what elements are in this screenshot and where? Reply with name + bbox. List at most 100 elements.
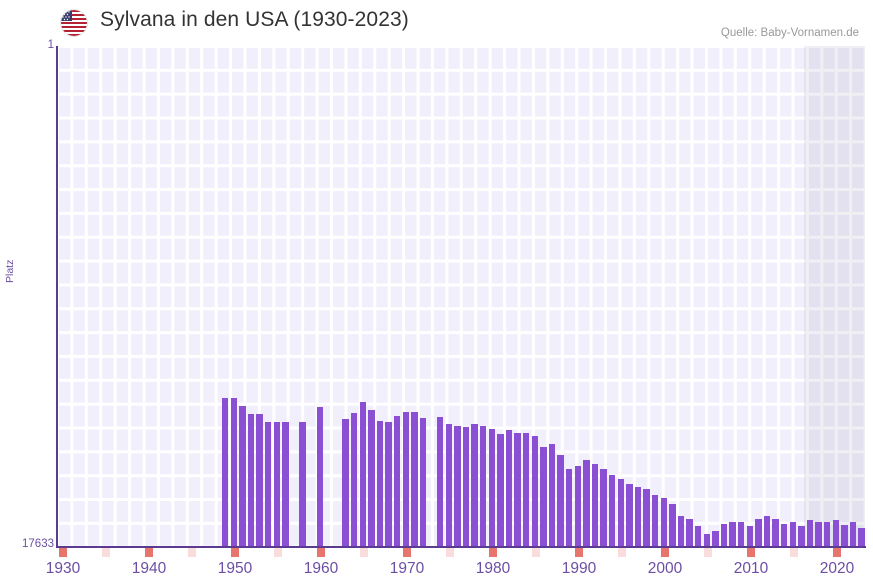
x-tick-1985 (532, 548, 540, 557)
x-axis-label-2000: 2000 (647, 560, 683, 577)
bar-1982[interactable] (505, 430, 513, 547)
y-axis-line (56, 46, 58, 548)
x-tick-2005 (704, 548, 712, 557)
chart-header: Sylvana in den USA (1930-2023) Quelle: B… (0, 0, 873, 46)
bar-1970[interactable] (402, 412, 409, 547)
bar-1953[interactable] (256, 414, 263, 547)
x-tick-1970 (403, 548, 411, 557)
bar-2008[interactable] (729, 522, 736, 547)
bar-2017[interactable] (806, 520, 814, 547)
bar-2007[interactable] (720, 524, 728, 547)
bar-2002[interactable] (677, 516, 685, 547)
bar-1989[interactable] (566, 469, 573, 547)
bar-1963[interactable] (342, 419, 349, 547)
bar-2023[interactable] (858, 528, 865, 547)
x-tick-1935 (102, 548, 110, 557)
bar-2001[interactable] (669, 504, 676, 547)
x-axis-label-1990: 1990 (561, 560, 597, 577)
bar-1985[interactable] (531, 436, 538, 547)
bar-2022[interactable] (849, 522, 857, 547)
bar-1960[interactable] (316, 407, 323, 547)
x-tick-1975 (446, 548, 454, 557)
x-tick-1950 (231, 548, 239, 557)
y-axis-top-label: 1 (47, 39, 54, 51)
x-axis-label-1950: 1950 (217, 560, 253, 577)
bar-1991[interactable] (583, 460, 590, 547)
bar-2006[interactable] (712, 531, 719, 547)
bar-1987[interactable] (548, 444, 556, 547)
bar-2016[interactable] (798, 526, 805, 547)
bar-1992[interactable] (591, 464, 599, 547)
us-flag-icon (61, 10, 87, 36)
bar-1974[interactable] (437, 417, 444, 547)
bar-1998[interactable] (643, 489, 650, 547)
bar-2015[interactable] (789, 522, 796, 547)
bar-1997[interactable] (634, 487, 642, 547)
bar-1965[interactable] (359, 402, 366, 547)
bar-2004[interactable] (695, 526, 702, 547)
x-tick-2010 (747, 548, 755, 557)
bar-1958[interactable] (299, 422, 306, 547)
y-axis-title: Platz (4, 259, 16, 283)
bar-1981[interactable] (497, 434, 504, 547)
bar-1990[interactable] (574, 466, 581, 547)
bar-2005[interactable] (703, 534, 710, 547)
bar-1954[interactable] (265, 422, 272, 547)
x-tick-1940 (145, 548, 153, 557)
bar-1988[interactable] (557, 455, 564, 547)
bar-1993[interactable] (600, 469, 607, 547)
bar-1968[interactable] (385, 422, 392, 547)
bar-2021[interactable] (841, 525, 848, 547)
x-tick-1980 (489, 548, 497, 557)
bar-2018[interactable] (815, 522, 822, 547)
bar-1975[interactable] (445, 424, 452, 547)
bar-1969[interactable] (394, 416, 401, 547)
x-tick-1990 (575, 548, 583, 557)
bar-2011[interactable] (755, 519, 762, 547)
bar-1980[interactable] (488, 429, 495, 547)
x-axis-label-1930: 1930 (45, 560, 81, 577)
bar-1986[interactable] (540, 447, 547, 547)
bar-1979[interactable] (480, 426, 487, 547)
page-title: Sylvana in den USA (1930-2023) (100, 8, 409, 31)
x-axis-labels: 1930 1940 1950 1960 1970 1980 1990 2000 2010 2020 (46, 560, 865, 586)
bar-1977[interactable] (462, 427, 470, 547)
bar-2013[interactable] (772, 519, 779, 547)
x-tick-1965 (360, 548, 368, 557)
bar-2020[interactable] (832, 520, 839, 547)
x-axis-label-2020: 2020 (819, 560, 855, 577)
bar-1955[interactable] (273, 422, 280, 547)
bar-1976[interactable] (454, 426, 461, 547)
bar-1984[interactable] (523, 433, 530, 547)
bar-2009[interactable] (738, 522, 745, 547)
bar-2012[interactable] (763, 516, 771, 547)
bar-1994[interactable] (609, 475, 616, 547)
plot-area (57, 46, 865, 547)
x-axis-label-2010: 2010 (733, 560, 769, 577)
bar-2019[interactable] (824, 522, 831, 547)
bar-1952[interactable] (247, 414, 255, 547)
source-label: Quelle: Baby-Vornamen.de (720, 27, 859, 39)
x-tick-1930 (59, 548, 67, 557)
bar-1983[interactable] (514, 433, 521, 547)
y-axis-bottom-label: 17633 (22, 538, 54, 550)
bar-2010[interactable] (746, 526, 753, 547)
bar-1966[interactable] (368, 410, 375, 547)
bar-1967[interactable] (376, 421, 384, 547)
bar-1964[interactable] (351, 413, 358, 547)
bar-1972[interactable] (419, 418, 427, 547)
bar-1978[interactable] (471, 424, 478, 547)
bar-1971[interactable] (411, 412, 418, 547)
bar-2003[interactable] (686, 519, 693, 547)
bar-1999[interactable] (652, 495, 659, 547)
bar-2014[interactable] (781, 524, 788, 547)
bar-2000[interactable] (660, 498, 667, 547)
x-tick-2020 (833, 548, 841, 557)
bar-1956[interactable] (282, 422, 289, 547)
x-tick-1955 (274, 548, 282, 557)
bar-1995[interactable] (617, 479, 624, 547)
bar-1949[interactable] (222, 398, 229, 547)
bar-1950[interactable] (230, 398, 237, 547)
bar-1951[interactable] (239, 406, 246, 547)
bar-1996[interactable] (626, 484, 633, 547)
